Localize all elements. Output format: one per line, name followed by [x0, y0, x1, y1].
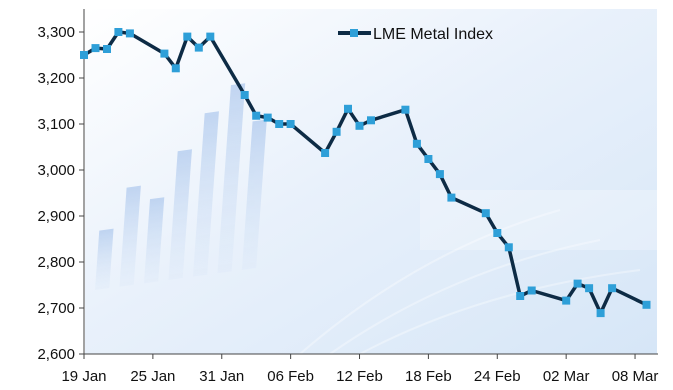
data-point — [412, 139, 421, 148]
data-point — [240, 91, 249, 99]
data-point — [424, 155, 433, 163]
y-tick-label: 3,200 — [37, 70, 75, 87]
data-point — [160, 49, 169, 58]
x-tick-label: 19 Jan — [61, 368, 106, 385]
data-point — [332, 127, 341, 136]
data-point — [263, 113, 272, 122]
data-point — [275, 120, 284, 128]
data-point — [504, 243, 513, 252]
x-tick-label: 18 Feb — [405, 368, 452, 385]
x-tick-label: 31 Jan — [199, 368, 244, 385]
legend-marker-swatch — [350, 29, 358, 37]
data-point — [493, 229, 502, 237]
x-tick-label: 06 Feb — [267, 368, 314, 385]
legend: LME Metal Index — [338, 26, 493, 43]
data-point — [194, 43, 203, 52]
x-tick-label: 25 Jan — [130, 368, 175, 385]
y-tick-label: 3,100 — [37, 116, 75, 133]
data-point — [447, 193, 456, 202]
data-point — [321, 149, 330, 157]
y-axis: 2,600 2,700 2,800 2,900 3,000 3,100 3,200 3,300 — [37, 24, 84, 363]
data-point — [435, 170, 444, 179]
legend-label: LME Metal Index — [373, 26, 493, 43]
y-tick-label: 2,800 — [37, 254, 75, 271]
data-point — [367, 116, 375, 125]
data-point — [516, 292, 525, 300]
data-point — [114, 28, 123, 36]
y-tick-label: 3,300 — [37, 24, 75, 41]
data-point — [355, 121, 364, 130]
data-point — [91, 44, 100, 53]
data-point — [585, 284, 594, 293]
data-point — [183, 32, 192, 41]
data-point — [252, 111, 261, 120]
data-point — [206, 32, 215, 41]
data-point — [125, 29, 134, 38]
data-point — [608, 284, 617, 293]
data-point — [642, 300, 651, 309]
x-tick-label: 08 Mar — [612, 368, 659, 385]
y-tick-label: 2,600 — [37, 346, 75, 363]
data-point — [80, 51, 88, 59]
data-point — [562, 296, 571, 305]
plot-background — [85, 9, 657, 355]
y-tick-label: 2,700 — [37, 300, 75, 317]
data-point — [171, 64, 180, 73]
data-point — [103, 45, 111, 53]
data-point — [401, 105, 410, 114]
data-point — [573, 279, 582, 288]
x-axis: 19 Jan 25 Jan 31 Jan 06 Feb 12 Feb 18 Feb 24 F… — [61, 354, 658, 385]
data-point — [596, 309, 605, 318]
data-point — [286, 120, 295, 128]
data-point — [527, 286, 536, 295]
y-tick-label: 3,000 — [37, 162, 75, 179]
data-point — [344, 104, 352, 113]
series-layer — [80, 28, 651, 318]
data-point — [481, 209, 490, 218]
x-tick-label: 02 Mar — [543, 368, 590, 385]
x-tick-label: 12 Feb — [336, 368, 383, 385]
y-tick-label: 2,900 — [37, 208, 75, 225]
x-tick-label: 24 Feb — [474, 368, 521, 385]
